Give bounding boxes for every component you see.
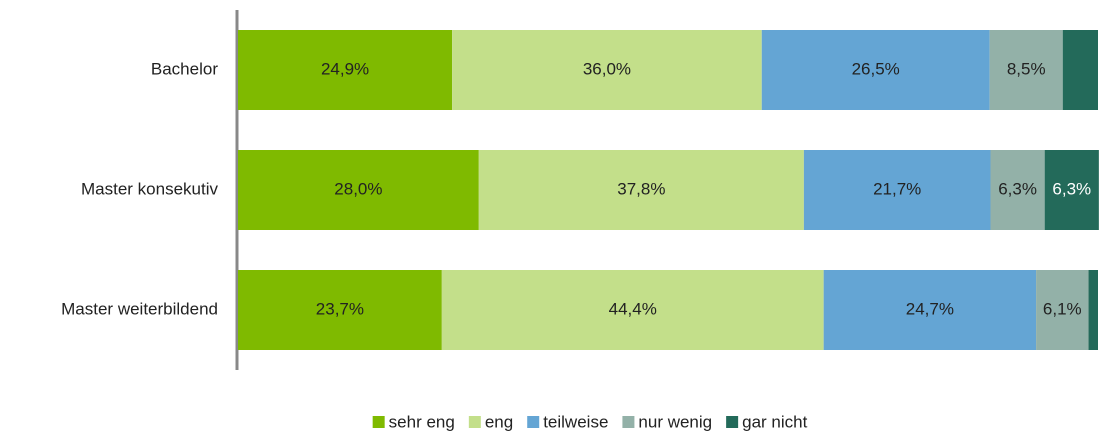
bar-segment: [478, 150, 804, 230]
legend-label: teilweise: [543, 412, 608, 431]
category-label: Master weiterbildend: [61, 299, 218, 318]
value-label: 8,5%: [1007, 59, 1046, 78]
value-label: 24,9%: [321, 59, 369, 78]
legend-swatch: [726, 416, 739, 428]
bar-segment: [238, 30, 453, 110]
bar-segment: [1036, 270, 1089, 350]
category-label: Master konsekutiv: [81, 179, 218, 198]
value-label: 24,7%: [906, 299, 954, 318]
value-label: 26,5%: [852, 59, 900, 78]
legend-label: eng: [485, 412, 513, 431]
value-label: 36,0%: [583, 59, 631, 78]
bar-segment: [823, 270, 1037, 350]
bar-segment: [238, 150, 479, 230]
bar-segment: [803, 150, 991, 230]
legend-swatch: [527, 416, 540, 428]
bar-segment: [990, 150, 1045, 230]
bar-segment: [1088, 270, 1098, 350]
bar-segment: [989, 30, 1063, 110]
value-label: 6,3%: [1052, 179, 1091, 198]
bar-segment: [238, 270, 442, 350]
bar-segment: [441, 270, 824, 350]
legend-label: nur wenig: [638, 412, 712, 431]
legend-swatch: [622, 416, 635, 428]
bar-segment: [1044, 150, 1099, 230]
value-label: 37,8%: [617, 179, 665, 198]
value-label: 6,1%: [1043, 299, 1082, 318]
value-label: 28,0%: [334, 179, 382, 198]
bar-segment: [452, 30, 762, 110]
legend-label: sehr eng: [389, 412, 455, 431]
value-label: 6,3%: [998, 179, 1037, 198]
legend-swatch: [372, 416, 385, 428]
category-label: Bachelor: [151, 59, 218, 78]
bar-segment: [1062, 30, 1098, 110]
legend-label: gar nicht: [742, 412, 807, 431]
bar-segment: [761, 30, 990, 110]
value-label: 23,7%: [316, 299, 364, 318]
legend-swatch: [468, 416, 481, 428]
value-label: 44,4%: [609, 299, 657, 318]
value-label: 21,7%: [873, 179, 921, 198]
